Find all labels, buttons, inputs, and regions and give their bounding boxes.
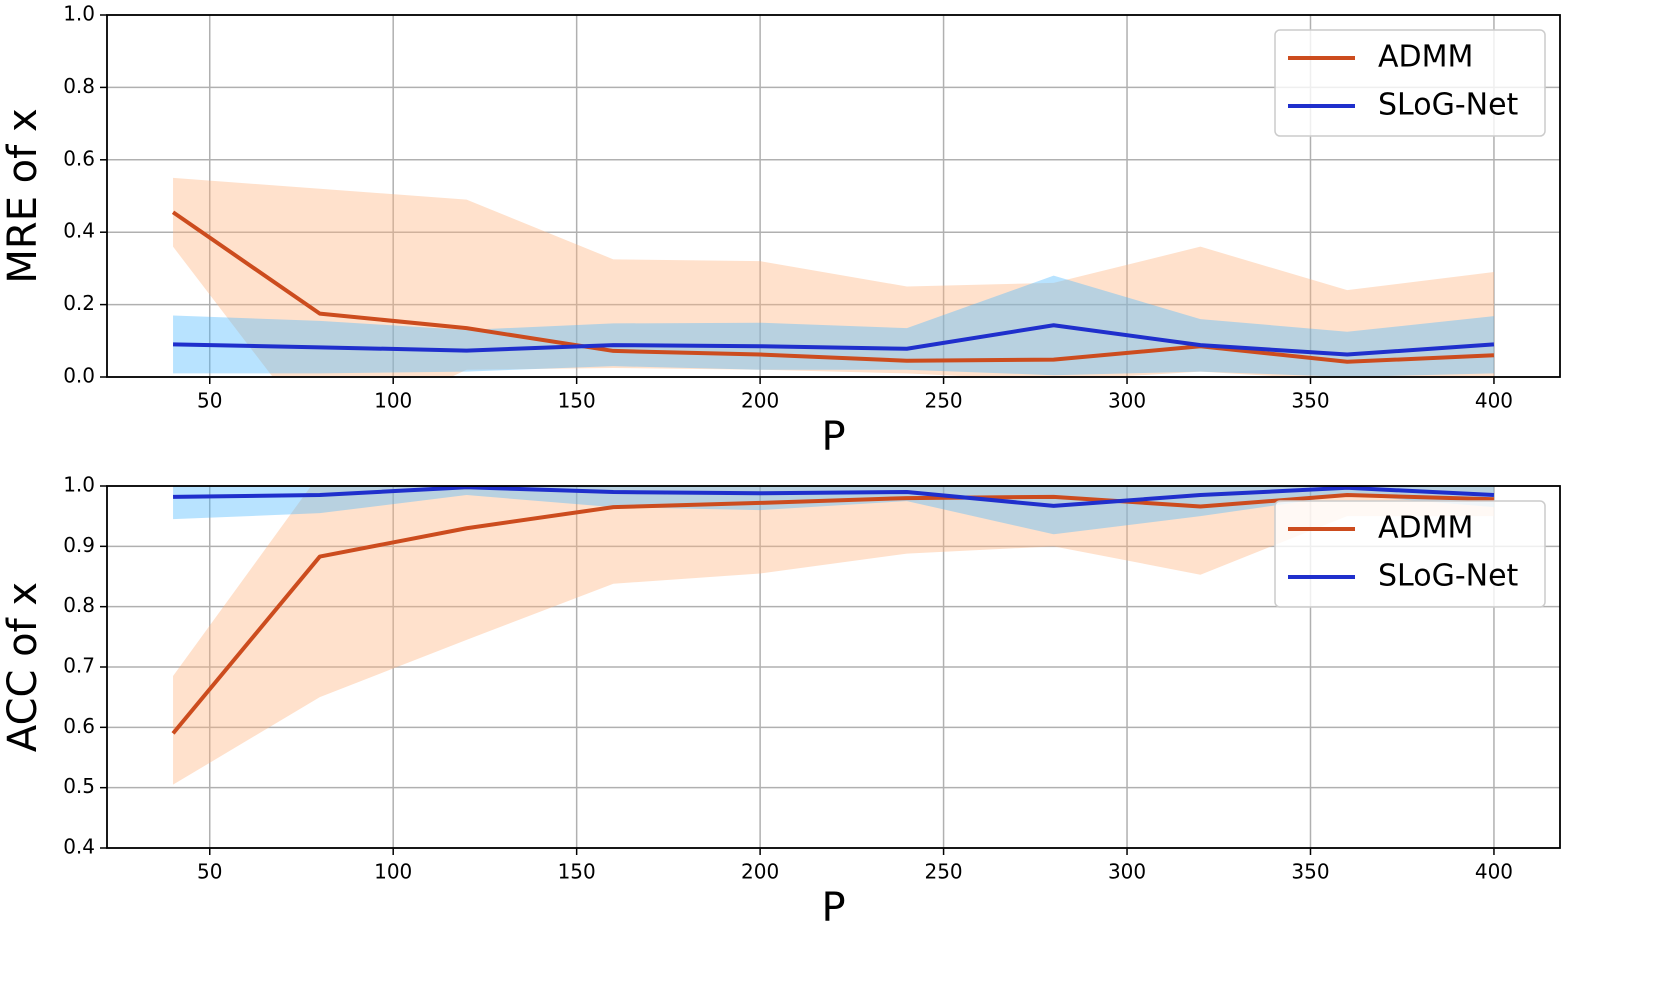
y-tick-label: 0.5 xyxy=(63,774,95,798)
legend-label: SLoG-Net xyxy=(1378,559,1519,594)
x-tick-label: 50 xyxy=(197,389,222,413)
y-tick-label: 0.7 xyxy=(63,654,95,678)
series-line xyxy=(173,486,1495,508)
x-tick-label: 250 xyxy=(924,860,962,884)
x-tick-label: 300 xyxy=(1108,860,1146,884)
band xyxy=(173,486,1494,785)
x-tick-label: 100 xyxy=(374,389,412,413)
x-tick-label: 150 xyxy=(558,860,596,884)
y-tick-label: 0.4 xyxy=(63,835,95,859)
x-tick-label: 200 xyxy=(741,389,779,413)
x-axis-label: P xyxy=(821,885,845,931)
y-tick-label: 0.8 xyxy=(63,74,95,98)
series-line xyxy=(171,493,1495,735)
x-tick-label: 50 xyxy=(197,860,222,884)
legend-label: ADMM xyxy=(1378,40,1473,75)
y-tick-label: 0.6 xyxy=(63,146,95,170)
x-tick-label: 400 xyxy=(1475,389,1513,413)
x-tick-label: 150 xyxy=(558,389,596,413)
plot-area xyxy=(171,177,1495,377)
x-tick-label: 250 xyxy=(924,389,962,413)
x-tick-label: 400 xyxy=(1475,860,1513,884)
x-tick-label: 200 xyxy=(741,860,779,884)
series-line xyxy=(173,323,1495,357)
chart: 50 100 150 200 250 300 350 400 0.4 0.5 0.6 0.7 0.8 0.… xyxy=(0,473,1561,931)
y-tick-label: 0.9 xyxy=(63,533,95,557)
x-axis-label: P xyxy=(821,414,845,460)
y-tick-label: 0.6 xyxy=(63,714,95,738)
x-tick-label: 100 xyxy=(374,860,412,884)
y-tick-label: 0.2 xyxy=(63,291,95,315)
y-tick-label: 0.0 xyxy=(63,364,95,388)
x-tick-label: 350 xyxy=(1291,860,1329,884)
y-tick-label: 1.0 xyxy=(63,2,95,26)
plot-area xyxy=(171,486,1495,785)
plot-frame xyxy=(106,14,1561,378)
x-tick-label: 350 xyxy=(1291,389,1329,413)
band xyxy=(173,275,1494,377)
series-line xyxy=(171,210,1495,364)
y-tick-label: 1.0 xyxy=(63,473,95,497)
x-tick-label: 300 xyxy=(1108,389,1146,413)
band xyxy=(173,177,1494,377)
y-axis-label: MRE of x xyxy=(0,108,46,283)
plot-frame xyxy=(106,485,1561,849)
legend-label: ADMM xyxy=(1378,511,1473,546)
chart: 50 100 150 200 250 300 350 400 0.0 0.2 0.4 0.6 0.8 1.… xyxy=(0,2,1561,460)
y-axis-label: ACC of x xyxy=(0,582,46,752)
y-tick-label: 0.4 xyxy=(63,219,95,243)
legend-label: SLoG-Net xyxy=(1378,88,1519,123)
y-tick-label: 0.8 xyxy=(63,593,95,617)
